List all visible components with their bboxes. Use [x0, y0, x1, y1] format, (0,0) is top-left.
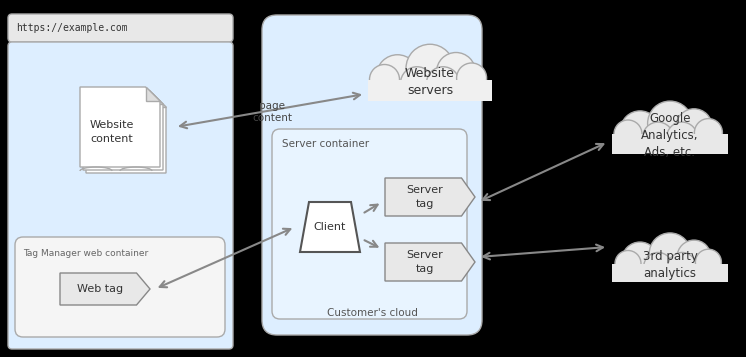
Text: Google
Analytics,
Ads, etc.: Google Analytics, Ads, etc. [642, 111, 699, 159]
Circle shape [695, 119, 722, 147]
FancyBboxPatch shape [272, 129, 467, 319]
Text: Customer's cloud: Customer's cloud [327, 308, 418, 318]
Circle shape [622, 242, 658, 278]
Circle shape [695, 249, 721, 275]
Polygon shape [300, 202, 360, 252]
Polygon shape [151, 93, 166, 107]
Text: Website
servers: Website servers [405, 67, 455, 97]
Circle shape [649, 233, 691, 275]
Circle shape [677, 240, 711, 274]
Text: Web tag: Web tag [77, 284, 123, 294]
Polygon shape [86, 93, 166, 173]
Circle shape [369, 65, 400, 95]
Polygon shape [385, 178, 475, 216]
Text: Website
content: Website content [90, 120, 134, 144]
Circle shape [457, 63, 486, 93]
Circle shape [615, 251, 641, 277]
Polygon shape [385, 243, 475, 281]
Text: 3rd party
analytics: 3rd party analytics [642, 250, 698, 280]
FancyBboxPatch shape [612, 134, 727, 154]
Circle shape [668, 252, 696, 281]
Text: Client: Client [314, 222, 346, 232]
Text: Server
tag: Server tag [407, 185, 443, 208]
FancyBboxPatch shape [262, 15, 482, 335]
Circle shape [427, 67, 460, 100]
FancyBboxPatch shape [8, 14, 233, 42]
Circle shape [642, 122, 674, 153]
Text: Server container: Server container [282, 139, 369, 149]
Circle shape [401, 67, 433, 100]
Text: page
content: page content [252, 101, 292, 123]
Circle shape [648, 101, 692, 146]
Polygon shape [145, 87, 160, 101]
FancyBboxPatch shape [8, 42, 233, 349]
Circle shape [644, 252, 672, 281]
Text: Tag Manager web container: Tag Manager web container [23, 249, 148, 258]
Circle shape [621, 111, 659, 150]
Polygon shape [60, 273, 150, 305]
FancyBboxPatch shape [15, 237, 225, 337]
Circle shape [377, 55, 419, 97]
Polygon shape [83, 90, 163, 170]
Circle shape [406, 44, 454, 92]
Circle shape [667, 122, 698, 153]
FancyBboxPatch shape [368, 80, 492, 101]
FancyBboxPatch shape [612, 263, 727, 282]
Text: Server
tag: Server tag [407, 250, 443, 273]
Text: https://example.com: https://example.com [16, 23, 128, 33]
Circle shape [436, 52, 475, 91]
Circle shape [676, 109, 712, 145]
Polygon shape [148, 90, 163, 104]
Circle shape [614, 120, 642, 148]
Polygon shape [80, 87, 160, 167]
